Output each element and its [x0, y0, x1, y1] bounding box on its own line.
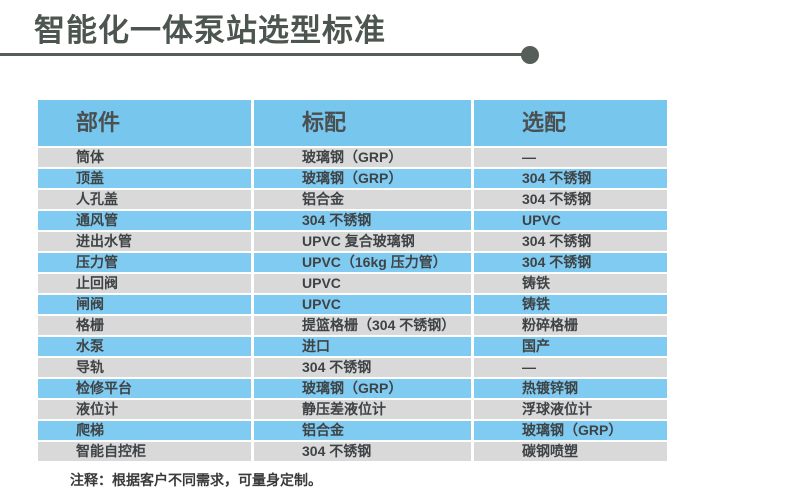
cell-optional: 热镀锌钢	[474, 379, 667, 398]
table-row: 人孔盖 铝合金 304 不锈钢	[38, 190, 667, 209]
cell-standard: UPVC（16kg 压力管）	[254, 253, 471, 272]
cell-optional: 铸铁	[474, 295, 667, 314]
cell-standard: 静压差液位计	[254, 400, 471, 419]
cell-component: 筒体	[38, 148, 251, 167]
table-row: 导轨 304 不锈钢 —	[38, 358, 667, 377]
footnote: 注释：根据客户不同需求，可量身定制。	[70, 472, 322, 488]
cell-optional: 碳钢喷塑	[474, 442, 667, 461]
spec-table: 部件 标配 选配 筒体 玻璃钢（GRP） — 顶盖 玻璃钢（GRP） 304 不…	[38, 100, 667, 463]
cell-component: 人孔盖	[38, 190, 251, 209]
title-underline	[0, 53, 523, 56]
column-header-optional: 选配	[474, 100, 667, 146]
title-underline-dot-icon	[521, 46, 539, 64]
cell-standard: 304 不锈钢	[254, 442, 471, 461]
cell-standard: 玻璃钢（GRP）	[254, 148, 471, 167]
table-row: 格栅 提篮格栅（304 不锈钢） 粉碎格栅	[38, 316, 667, 335]
cell-optional: 粉碎格栅	[474, 316, 667, 335]
cell-standard: 提篮格栅（304 不锈钢）	[254, 316, 471, 335]
cell-component: 水泵	[38, 337, 251, 356]
cell-optional: 浮球液位计	[474, 400, 667, 419]
cell-optional: 国产	[474, 337, 667, 356]
cell-component: 压力管	[38, 253, 251, 272]
cell-component: 通风管	[38, 211, 251, 230]
cell-standard: 铝合金	[254, 421, 471, 440]
table-row: 爬梯 铝合金 玻璃钢（GRP）	[38, 421, 667, 440]
cell-standard: UPVC	[254, 295, 471, 314]
cell-optional: 304 不锈钢	[474, 169, 667, 188]
cell-standard: 进口	[254, 337, 471, 356]
cell-standard: 304 不锈钢	[254, 358, 471, 377]
table-row: 压力管 UPVC（16kg 压力管） 304 不锈钢	[38, 253, 667, 272]
cell-component: 液位计	[38, 400, 251, 419]
cell-component: 闸阀	[38, 295, 251, 314]
cell-standard: 304 不锈钢	[254, 211, 471, 230]
table-row: 止回阀 UPVC 铸铁	[38, 274, 667, 293]
cell-component: 导轨	[38, 358, 251, 377]
cell-component: 爬梯	[38, 421, 251, 440]
cell-component: 检修平台	[38, 379, 251, 398]
cell-optional: 铸铁	[474, 274, 667, 293]
cell-optional: UPVC	[474, 211, 667, 230]
cell-standard: 玻璃钢（GRP）	[254, 169, 471, 188]
cell-standard: 玻璃钢（GRP）	[254, 379, 471, 398]
cell-standard: UPVC 复合玻璃钢	[254, 232, 471, 251]
page-title: 智能化一体泵站选型标准	[34, 13, 386, 48]
cell-component: 止回阀	[38, 274, 251, 293]
cell-component: 格栅	[38, 316, 251, 335]
table-header-row: 部件 标配 选配	[38, 100, 667, 146]
table-row: 筒体 玻璃钢（GRP） —	[38, 148, 667, 167]
cell-optional: —	[474, 358, 667, 377]
cell-optional: 304 不锈钢	[474, 232, 667, 251]
cell-component: 智能自控柜	[38, 442, 251, 461]
cell-optional: —	[474, 148, 667, 167]
cell-component: 顶盖	[38, 169, 251, 188]
table-row: 闸阀 UPVC 铸铁	[38, 295, 667, 314]
cell-standard: 铝合金	[254, 190, 471, 209]
table-row: 智能自控柜 304 不锈钢 碳钢喷塑	[38, 442, 667, 461]
cell-standard: UPVC	[254, 274, 471, 293]
table-row: 液位计 静压差液位计 浮球液位计	[38, 400, 667, 419]
cell-optional: 304 不锈钢	[474, 253, 667, 272]
cell-optional: 玻璃钢（GRP）	[474, 421, 667, 440]
table-row: 顶盖 玻璃钢（GRP） 304 不锈钢	[38, 169, 667, 188]
table-row: 检修平台 玻璃钢（GRP） 热镀锌钢	[38, 379, 667, 398]
table-row: 通风管 304 不锈钢 UPVC	[38, 211, 667, 230]
table-row: 进出水管 UPVC 复合玻璃钢 304 不锈钢	[38, 232, 667, 251]
column-header-component: 部件	[38, 100, 251, 146]
table-row: 水泵 进口 国产	[38, 337, 667, 356]
cell-component: 进出水管	[38, 232, 251, 251]
cell-optional: 304 不锈钢	[474, 190, 667, 209]
column-header-standard: 标配	[254, 100, 471, 146]
